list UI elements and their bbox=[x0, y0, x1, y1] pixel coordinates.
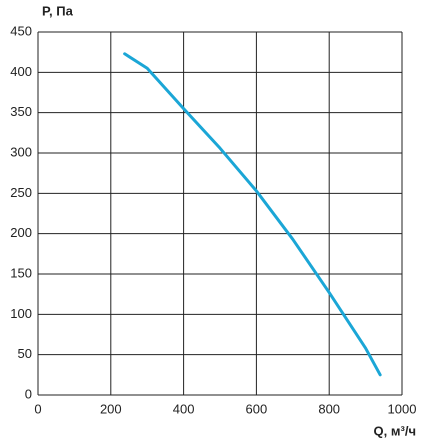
x-tick-label: 1000 bbox=[388, 401, 417, 416]
x-tick-label: 800 bbox=[318, 401, 340, 416]
x-tick-label: 600 bbox=[246, 401, 268, 416]
y-tick-label: 300 bbox=[10, 144, 32, 159]
x-axis-label: Q, м³/ч bbox=[374, 423, 416, 438]
y-axis-label: P, Па bbox=[42, 3, 74, 18]
y-tick-label: 100 bbox=[10, 306, 32, 321]
x-tick-label: 400 bbox=[173, 401, 195, 416]
y-tick-label: 450 bbox=[10, 23, 32, 38]
y-tick-label: 400 bbox=[10, 64, 32, 79]
y-tick-label: 50 bbox=[18, 346, 32, 361]
y-tick-label: 200 bbox=[10, 225, 32, 240]
y-tick-label: 150 bbox=[10, 265, 32, 280]
data-line bbox=[123, 52, 382, 377]
y-tick-label: 350 bbox=[10, 104, 32, 119]
x-tick-label: 0 bbox=[34, 401, 41, 416]
x-tick-label: 200 bbox=[100, 401, 122, 416]
y-tick-label: 0 bbox=[25, 386, 32, 401]
y-tick-label: 250 bbox=[10, 185, 32, 200]
